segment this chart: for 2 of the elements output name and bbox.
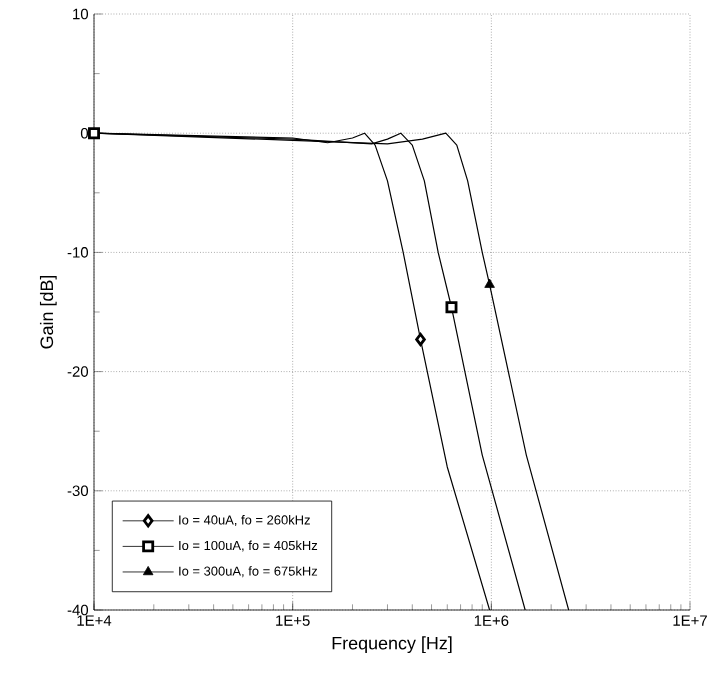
x-axis-title: Frequency [Hz] bbox=[332, 636, 452, 654]
y-axis-title: Gain [dB] bbox=[39, 275, 57, 349]
